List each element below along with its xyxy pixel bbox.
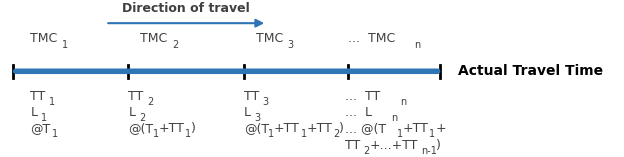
- Text: 3: 3: [255, 113, 261, 123]
- Text: 1: 1: [268, 129, 275, 139]
- Text: 1: 1: [429, 129, 436, 139]
- Text: 1: 1: [397, 129, 403, 139]
- Text: ): ): [191, 122, 196, 135]
- Text: TT: TT: [244, 90, 259, 103]
- Text: 3: 3: [263, 97, 268, 107]
- Text: ... @(T: ... @(T: [345, 122, 386, 135]
- Text: TT: TT: [345, 139, 360, 152]
- Text: 1: 1: [41, 113, 47, 123]
- Text: ): ): [339, 122, 344, 135]
- Text: 1: 1: [49, 97, 55, 107]
- Text: n: n: [400, 97, 406, 107]
- Text: 2: 2: [139, 113, 145, 123]
- Text: 2: 2: [333, 129, 339, 139]
- Text: L: L: [31, 106, 37, 119]
- Text: TT: TT: [31, 90, 46, 103]
- Text: ...  TT: ... TT: [345, 90, 381, 103]
- Text: @(T: @(T: [129, 122, 154, 135]
- Text: 3: 3: [287, 40, 293, 50]
- Text: TMC: TMC: [31, 32, 57, 45]
- Text: +TT: +TT: [403, 122, 429, 135]
- Text: n-1: n-1: [421, 146, 437, 156]
- Text: 2: 2: [172, 40, 178, 50]
- Text: Direction of travel: Direction of travel: [122, 2, 250, 15]
- Text: TMC: TMC: [256, 32, 283, 45]
- Text: TMC: TMC: [140, 32, 167, 45]
- Text: +: +: [435, 122, 446, 135]
- Text: 1: 1: [185, 129, 191, 139]
- Text: +...+TT: +...+TT: [369, 139, 418, 152]
- Text: n: n: [414, 40, 421, 50]
- Text: @(T: @(T: [244, 122, 269, 135]
- Text: ): ): [436, 139, 441, 152]
- Text: 1: 1: [301, 129, 307, 139]
- Text: +TT: +TT: [158, 122, 184, 135]
- Text: L: L: [244, 106, 251, 119]
- Text: 2: 2: [364, 146, 370, 156]
- Text: n: n: [391, 113, 397, 123]
- Text: 1: 1: [62, 40, 68, 50]
- Text: 1: 1: [153, 129, 159, 139]
- Text: +TT: +TT: [306, 122, 332, 135]
- Text: ...  L: ... L: [345, 106, 372, 119]
- Text: Actual Travel Time: Actual Travel Time: [458, 64, 603, 78]
- Text: TT: TT: [129, 90, 144, 103]
- Text: @T: @T: [31, 122, 51, 135]
- Text: ...  TMC: ... TMC: [348, 32, 395, 45]
- Text: +TT: +TT: [274, 122, 300, 135]
- Text: 2: 2: [147, 97, 154, 107]
- Text: 1: 1: [52, 129, 59, 139]
- Text: L: L: [129, 106, 135, 119]
